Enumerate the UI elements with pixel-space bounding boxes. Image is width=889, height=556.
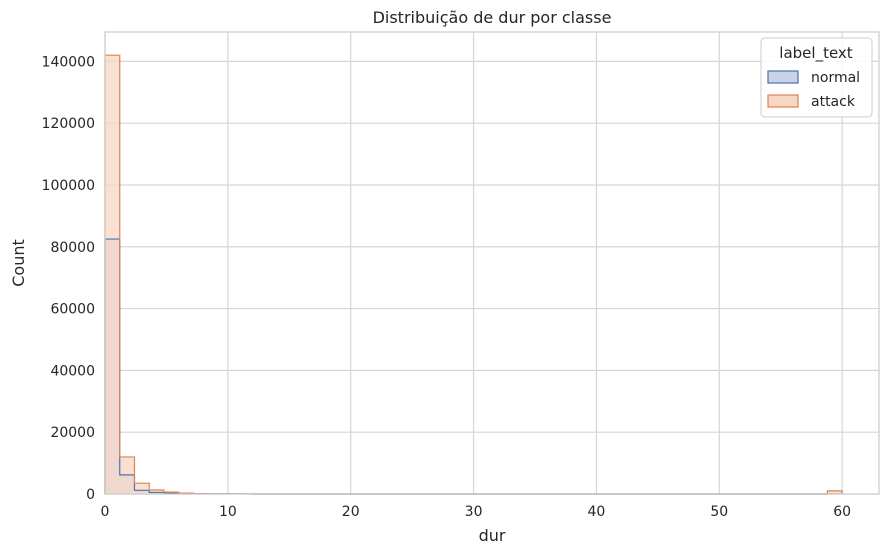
legend-title: label_text bbox=[779, 44, 853, 63]
x-axis-ticks: 0 10 20 30 40 50 60 bbox=[101, 504, 852, 520]
legend-label-attack: attack bbox=[811, 94, 856, 110]
legend-swatch-attack bbox=[767, 94, 799, 108]
x-axis-label: dur bbox=[479, 526, 506, 545]
y-tick-label: 60000 bbox=[50, 302, 95, 318]
plot-frame bbox=[104, 31, 880, 495]
y-tick-label: 0 bbox=[86, 487, 95, 503]
y-axis-label: Count bbox=[9, 239, 28, 287]
histogram-bar-attack bbox=[134, 483, 150, 494]
chart-title: Distribuição de dur por classe bbox=[373, 8, 612, 27]
y-tick-label: 80000 bbox=[50, 240, 95, 256]
histogram-bar-attack bbox=[827, 490, 843, 494]
y-tick-label: 100000 bbox=[42, 178, 95, 194]
y-tick-label: 120000 bbox=[42, 116, 95, 132]
x-tick-label: 20 bbox=[342, 504, 360, 520]
y-tick-label: 40000 bbox=[50, 363, 95, 379]
x-tick-label: 40 bbox=[588, 504, 606, 520]
y-axis-ticks: 0 20000 40000 60000 80000 100000 120000 140000 bbox=[42, 54, 95, 503]
x-tick-label: 60 bbox=[833, 504, 851, 520]
y-tick-label: 20000 bbox=[50, 425, 95, 441]
x-tick-label: 10 bbox=[219, 504, 237, 520]
histogram-bar-attack bbox=[119, 456, 135, 494]
legend: label_text normal attack bbox=[760, 37, 873, 118]
x-tick-label: 0 bbox=[101, 504, 110, 520]
legend-label-normal: normal bbox=[811, 70, 860, 86]
histogram-bar-attack bbox=[105, 55, 120, 495]
legend-swatch-normal bbox=[767, 70, 799, 84]
y-tick-label: 140000 bbox=[42, 54, 95, 70]
x-tick-label: 30 bbox=[465, 504, 483, 520]
x-tick-label: 50 bbox=[710, 504, 728, 520]
